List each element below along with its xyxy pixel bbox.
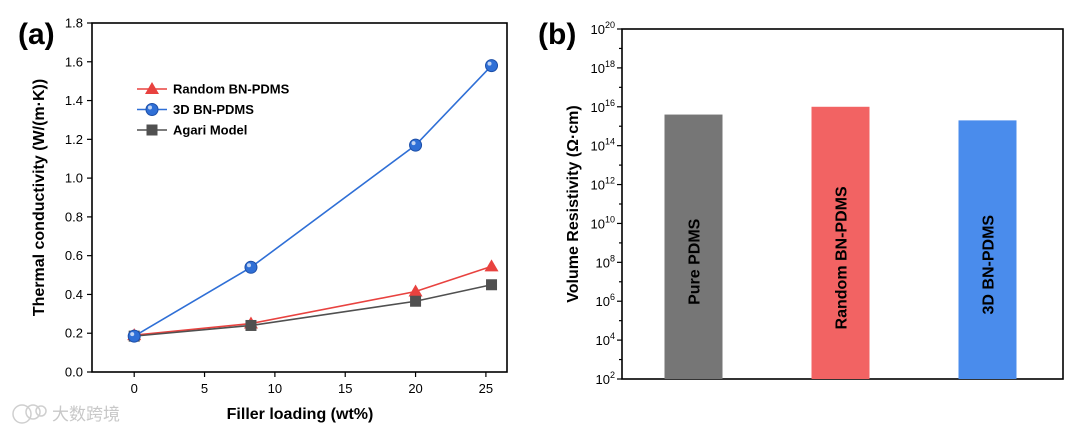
legend-marker	[145, 103, 159, 116]
bar-label: 3D BN-PDMS	[981, 215, 998, 315]
panel-b-volume-resistivity-chart: (b) 102 104 106 108 1010 1012 1014 1016 1018 1020…	[538, 18, 1064, 387]
panel-a-series-group	[127, 59, 499, 343]
data-point	[484, 259, 499, 272]
panel-a-y-axis: 0.0 0.2 0.4 0.6 0.8 1.0 1.2 1.4 1.6 1.8	[65, 16, 92, 380]
series-3d-bn-pdms	[127, 59, 499, 343]
panel-b-y-tick-label: 1012	[591, 176, 615, 193]
bar-pure-pdms: Pure PDMS	[664, 114, 723, 380]
bar-3d-bn-pdms: 3D BN-PDMS	[958, 120, 1017, 379]
data-point	[244, 260, 258, 274]
bar	[664, 114, 723, 380]
panel-a-x-tick-label: 25	[479, 381, 493, 396]
panel-b-y-tick-label: 108	[596, 253, 615, 270]
panel-a-y-tick-label: 1.2	[65, 132, 83, 147]
panel-a-y-tick-label: 0.6	[65, 248, 83, 263]
panel-a-y-tick-label: 1.0	[65, 171, 83, 186]
legend-marker	[145, 82, 159, 94]
panel-a-y-tick-label: 1.6	[65, 54, 83, 69]
data-point	[409, 138, 423, 152]
panel-b-y-tick-label: 1020	[591, 20, 615, 37]
data-point-highlight	[246, 263, 251, 268]
panel-a-plot-frame	[91, 22, 508, 373]
data-point	[408, 284, 423, 297]
legend-label: Agari Model	[173, 123, 247, 138]
panel-b-y-tick-label: 104	[596, 331, 615, 348]
legend-marker-highlight	[148, 105, 152, 110]
panel-b-y-axis-title: Volume Resistivity (Ω·cm)	[565, 105, 582, 302]
panel-a-y-tick-label: 0.2	[65, 326, 83, 341]
panel-a-y-tick-label: 0.0	[65, 365, 83, 380]
panel-b-y-tick-label: 1018	[591, 59, 615, 76]
series-line	[134, 283, 492, 337]
panel-b-y-tick-label: 1016	[591, 98, 615, 115]
panel-a-thermal-conductivity-chart: (a) 0.0 0.2 0.4 0.6 0.8 1.0 1.2 1.4 1.6 1.8 0 5 10 1…	[18, 16, 508, 423]
panel-a-x-tick-label: 10	[268, 381, 282, 396]
panel-a-x-tick-label: 20	[408, 381, 422, 396]
panel-b-y-tick-label: 106	[596, 292, 615, 309]
panel-a-x-tick-label: 15	[338, 381, 352, 396]
panel-a-y-tick-label: 1.4	[65, 93, 83, 108]
watermark-logo-icon	[12, 404, 47, 424]
panel-a-x-tick-label: 5	[201, 381, 208, 396]
series-agari-model	[128, 279, 498, 342]
panel-a-y-tick-label: 0.8	[65, 209, 83, 224]
data-point	[245, 319, 257, 331]
data-point	[127, 329, 141, 343]
watermark: 大数跨境	[12, 404, 120, 425]
data-point-highlight	[487, 61, 492, 66]
legend-label: 3D BN-PDMS	[173, 102, 254, 117]
panel-a-legend: Random BN-PDMS 3D BN-PDMS Agari Model	[137, 82, 290, 138]
panel-b-y-tick-label: 102	[596, 370, 615, 387]
panel-a-label: (a)	[18, 18, 55, 51]
panel-b-y-tick-label: 1010	[591, 214, 615, 231]
panel-a-x-tick-label: 0	[131, 381, 138, 396]
panel-a-y-tick-label: 1.8	[65, 16, 83, 31]
data-point-highlight	[130, 332, 135, 337]
bar	[811, 106, 870, 380]
bar	[958, 120, 1017, 379]
series-line	[133, 65, 493, 337]
bar-random-bn-pdms: Random BN-PDMS	[811, 106, 870, 380]
bar-label: Pure PDMS	[687, 218, 704, 305]
panel-b-y-tick-label: 1014	[591, 137, 615, 154]
data-point-highlight	[411, 141, 416, 146]
data-point	[410, 295, 422, 307]
panel-a-x-axis: 0 5 10 15 20 25	[131, 372, 493, 396]
panel-b-y-axis: 102 104 106 108 1010 1012 1014 1016 1018 1020	[591, 20, 622, 387]
panel-b-label: (b)	[538, 18, 576, 51]
legend-label: Random BN-PDMS	[173, 82, 290, 97]
panel-a-y-tick-label: 0.4	[65, 287, 83, 302]
data-point	[485, 59, 499, 73]
watermark-text: 大数跨境	[52, 405, 120, 425]
legend-marker	[146, 124, 158, 136]
bar-label: Random BN-PDMS	[834, 186, 851, 329]
data-point	[486, 279, 498, 291]
panel-b-bars-group: Pure PDMS Random BN-PDMS 3D BN-PDMS	[664, 106, 1017, 380]
panel-a-x-axis-title: Filler loading (wt%)	[227, 406, 374, 423]
panel-a-y-axis-title: Thermal conductivity (W/(m·K))	[31, 79, 48, 316]
series-random-bn-pdms	[127, 259, 499, 341]
series-line	[134, 265, 492, 336]
